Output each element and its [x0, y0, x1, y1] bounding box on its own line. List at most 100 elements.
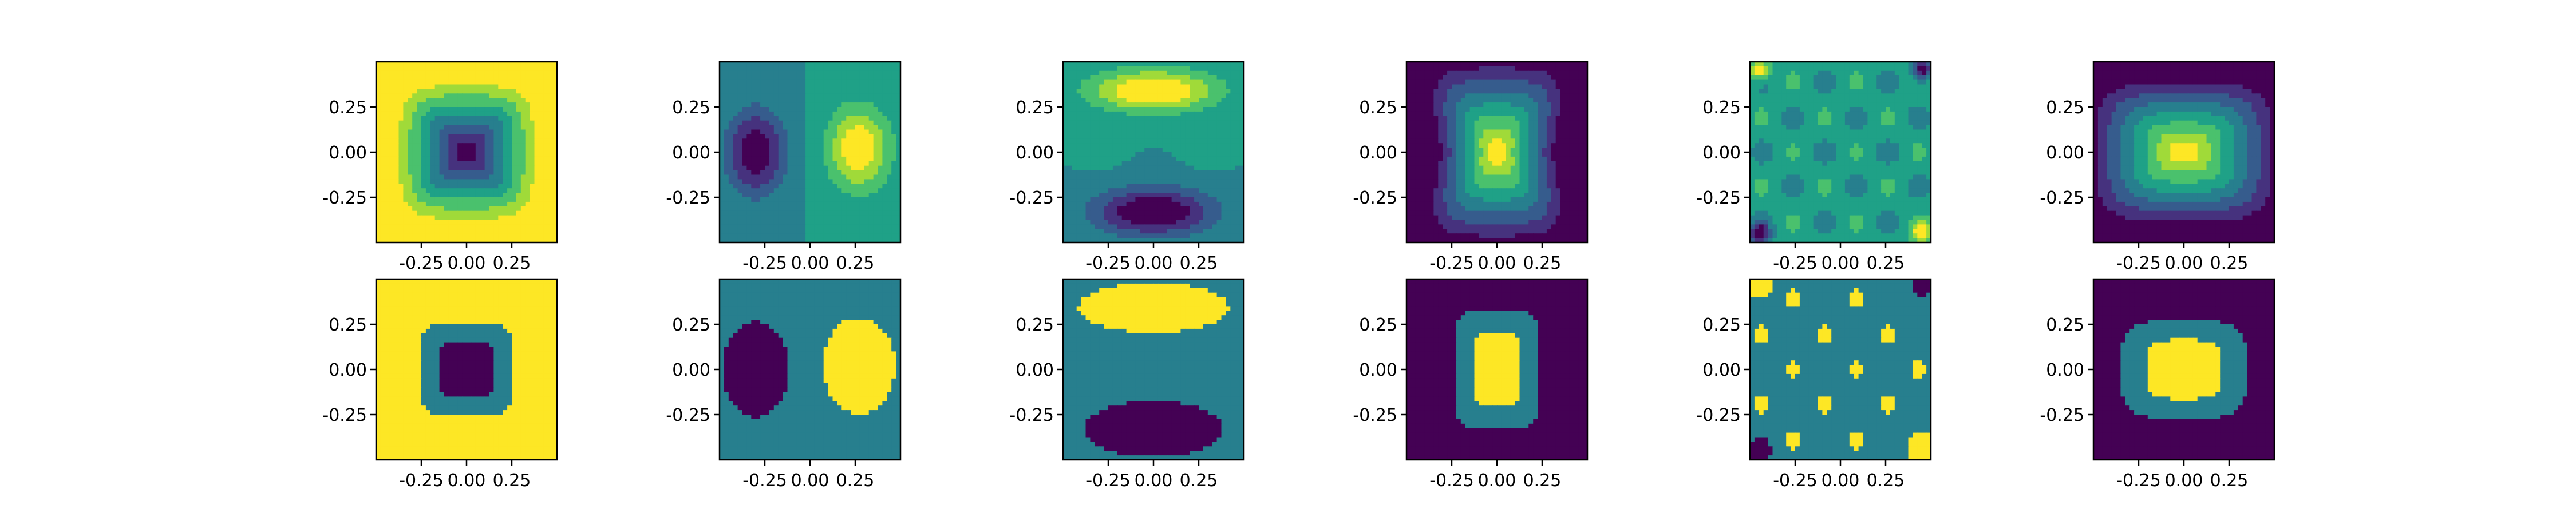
heatmap-cell: [489, 224, 495, 229]
heatmap-cell: [381, 197, 386, 202]
heatmap-cell: [887, 161, 892, 166]
heatmap-cell: [824, 85, 829, 90]
heatmap-cell: [498, 202, 503, 207]
heatmap-cell: [774, 138, 779, 144]
heatmap-cell: [882, 161, 887, 166]
heatmap-cell: [521, 112, 526, 117]
heatmap-cell: [543, 188, 548, 193]
heatmap-cell: [1217, 130, 1222, 135]
heatmap-cell: [1135, 62, 1140, 67]
heatmap-cell: [498, 161, 503, 166]
heatmap-cell: [471, 202, 476, 207]
heatmap-cell: [1212, 134, 1218, 139]
heatmap-cell: [869, 98, 874, 103]
heatmap-cell: [1072, 80, 1077, 85]
heatmap-cell: [1172, 107, 1177, 112]
heatmap-cell: [480, 179, 485, 184]
heatmap-cell: [1149, 175, 1154, 180]
heatmap-cell: [855, 112, 860, 117]
heatmap-cell: [891, 134, 896, 139]
heatmap-cell: [1217, 125, 1222, 130]
heatmap-cell: [1167, 220, 1172, 225]
heatmap-cell: [1149, 134, 1154, 139]
heatmap-cell: [1072, 121, 1077, 126]
heatmap-cell: [543, 193, 548, 198]
heatmap-cell: [756, 138, 761, 144]
heatmap-cell: [1140, 85, 1145, 90]
heatmap-cell: [489, 125, 495, 130]
heatmap-cell: [796, 224, 801, 229]
heatmap-cell: [742, 93, 748, 98]
heatmap-cell: [539, 134, 544, 139]
heatmap-cell: [457, 125, 463, 130]
heatmap-cell: [1122, 107, 1127, 112]
heatmap-cell: [1068, 184, 1073, 189]
heatmap-cell: [1222, 98, 1227, 103]
heatmap-cell: [408, 66, 413, 71]
heatmap-cell: [430, 89, 436, 94]
heatmap-cell: [1185, 134, 1190, 139]
y-tick-label: 0.25: [672, 98, 710, 118]
heatmap-cell: [498, 102, 503, 108]
heatmap-cell: [498, 216, 503, 221]
heatmap-cell: [408, 130, 413, 135]
heatmap-cell: [1574, 66, 1579, 71]
heatmap-cell: [1551, 62, 1556, 67]
heatmap-cell: [390, 197, 395, 202]
heatmap-cell: [805, 85, 811, 90]
heatmap-cell: [792, 143, 797, 148]
heatmap-cell: [1406, 71, 1412, 76]
heatmap-cell: [1203, 197, 1208, 202]
heatmap-cell: [1108, 138, 1113, 144]
heatmap-cell: [855, 211, 860, 216]
heatmap-cell: [1180, 170, 1186, 176]
heatmap-cell: [1443, 71, 1448, 76]
heatmap-cell: [1199, 220, 1204, 225]
heatmap-cell: [1172, 66, 1177, 71]
heatmap-cell: [1194, 121, 1199, 126]
heatmap-cell: [837, 138, 842, 144]
heatmap-cell: [1090, 130, 1095, 135]
heatmap-cell: [440, 229, 445, 234]
heatmap-cell: [535, 152, 540, 157]
heatmap-cell: [1140, 188, 1145, 193]
heatmap-cell: [1199, 71, 1204, 76]
heatmap-cell: [824, 102, 829, 108]
heatmap-cell: [1199, 125, 1204, 130]
heatmap-cell: [860, 121, 865, 126]
heatmap-cell: [1140, 138, 1145, 144]
heatmap-cell: [765, 161, 770, 166]
heatmap-cell: [507, 170, 512, 176]
heatmap-cell: [1149, 216, 1154, 221]
heatmap-cell: [891, 116, 896, 121]
heatmap-cell: [503, 80, 508, 85]
heatmap-cell: [1117, 188, 1123, 193]
heatmap-cell: [1176, 224, 1182, 229]
heatmap-cell: [390, 121, 395, 126]
heatmap-cell: [390, 220, 395, 225]
heatmap-cell: [453, 148, 458, 153]
heatmap-cell: [1104, 233, 1109, 238]
heatmap-cell: [1081, 179, 1086, 184]
heatmap-cell: [548, 216, 553, 221]
heatmap-cell: [503, 202, 508, 207]
heatmap-cell: [1090, 112, 1095, 117]
heatmap-cell: [1194, 116, 1199, 121]
heatmap-cell: [805, 134, 811, 139]
heatmap-cell: [1194, 175, 1199, 180]
heatmap-cell: [819, 170, 824, 176]
heatmap-cell: [548, 130, 553, 135]
heatmap-cell: [733, 98, 738, 103]
heatmap-cell: [1153, 125, 1159, 130]
heatmap-cell: [462, 233, 467, 238]
heatmap-cell: [1077, 93, 1082, 98]
heatmap-cell: [1104, 121, 1109, 126]
heatmap-cell: [403, 197, 408, 202]
heatmap-cell: [444, 179, 449, 184]
heatmap-cell: [440, 188, 445, 193]
heatmap-cell: [851, 161, 856, 166]
heatmap-cell: [1135, 107, 1140, 112]
heatmap-cell: [774, 112, 779, 117]
heatmap-cell: [810, 143, 815, 148]
heatmap-cell: [779, 161, 784, 166]
